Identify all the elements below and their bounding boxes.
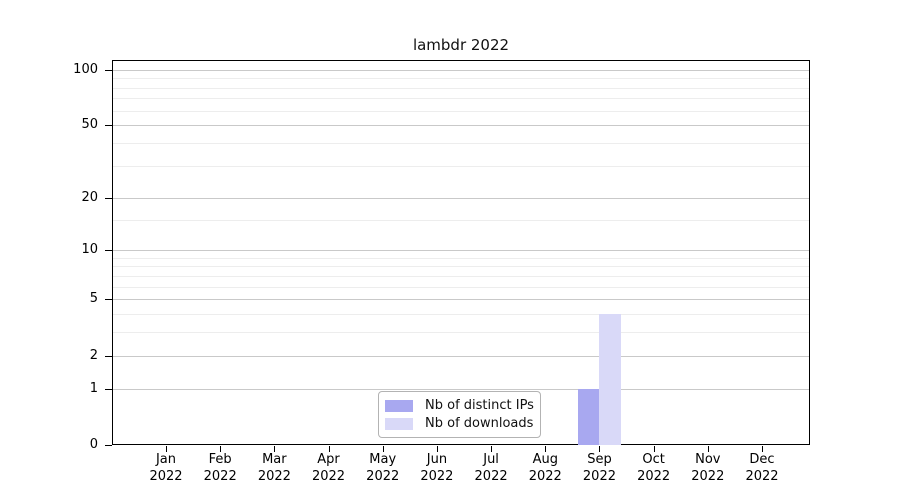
- y-axis-tick: [105, 445, 112, 446]
- x-axis-tick: [328, 446, 330, 452]
- x-axis-tick-label: Jul 2022: [463, 451, 519, 485]
- x-tick-month: Mar: [262, 452, 287, 467]
- major-gridline: [113, 69, 809, 71]
- minor-gridline: [113, 275, 809, 277]
- x-axis-tick-label: Jun 2022: [409, 451, 465, 485]
- minor-gridline: [113, 143, 809, 145]
- x-tick-year: 2022: [257, 469, 291, 484]
- x-axis-tick-label: Nov 2022: [680, 451, 736, 485]
- x-axis-tick: [491, 446, 493, 452]
- y-axis-tick-label: 20: [81, 189, 98, 205]
- x-axis-tick-label: Jan 2022: [138, 451, 194, 485]
- minor-gridline: [113, 257, 809, 259]
- x-axis-tick-label: Dec 2022: [734, 451, 790, 485]
- y-axis-tick: [105, 355, 112, 357]
- y-axis-tick: [105, 299, 112, 301]
- x-axis-tick: [274, 446, 276, 452]
- major-gridline: [113, 355, 809, 357]
- y-axis-tick-label: 5: [89, 291, 98, 307]
- y-axis-tick: [105, 197, 112, 199]
- x-axis-tick: [220, 446, 222, 452]
- major-gridline: [113, 197, 809, 199]
- x-axis-tick: [762, 446, 763, 452]
- minor-gridline: [113, 332, 809, 334]
- minor-gridline: [113, 87, 809, 89]
- legend-swatch-downloads: [385, 417, 413, 430]
- legend: Nb of distinct IPs Nb of downloads: [378, 391, 541, 438]
- y-axis-tick: [105, 388, 112, 390]
- bar-nb-of-downloads-sep: [599, 314, 621, 445]
- x-tick-month: Nov: [695, 452, 721, 467]
- x-tick-year: 2022: [528, 469, 562, 484]
- minor-gridline: [113, 266, 809, 268]
- x-tick-month: Jun: [426, 452, 448, 467]
- x-tick-month: May: [369, 452, 397, 467]
- legend-item-distinct-ips: Nb of distinct IPs: [385, 397, 534, 414]
- x-axis-tick: [382, 446, 384, 452]
- x-axis-tick-label: Apr 2022: [301, 451, 357, 485]
- legend-swatch-distinct-ips: [385, 399, 413, 412]
- legend-label-downloads: Nb of downloads: [425, 416, 534, 431]
- x-tick-month: Aug: [532, 452, 558, 467]
- x-axis-tick: [707, 446, 709, 452]
- y-axis-tick: [105, 69, 112, 71]
- y-axis-tick-label: 1: [89, 380, 98, 396]
- x-tick-month: Apr: [317, 452, 340, 467]
- x-tick-year: 2022: [637, 469, 671, 484]
- x-axis-tick: [653, 446, 655, 452]
- minor-gridline: [113, 78, 809, 80]
- x-tick-month: Jul: [483, 452, 499, 467]
- y-axis-tick-label: 2: [89, 347, 98, 363]
- x-tick-year: 2022: [149, 469, 183, 484]
- x-axis-tick: [599, 446, 601, 452]
- minor-gridline: [113, 98, 809, 100]
- bar-nb-of-distinct-ips-sep: [577, 388, 600, 445]
- minor-gridline: [113, 219, 809, 221]
- x-axis-tick: [545, 446, 547, 452]
- major-gridline: [113, 388, 809, 390]
- minor-gridline: [113, 165, 809, 167]
- x-axis-tick-label: Sep 2022: [571, 451, 627, 485]
- major-gridline: [113, 250, 809, 252]
- plot-area: [112, 60, 810, 445]
- y-axis-tick-label: 0: [89, 437, 98, 452]
- chart-title: lambdr 2022: [412, 36, 510, 54]
- y-axis-tick-label: 100: [73, 61, 98, 77]
- minor-gridline: [113, 314, 809, 316]
- x-axis-tick: [436, 446, 438, 452]
- x-tick-year: 2022: [745, 469, 779, 484]
- y-axis-tick-label: 50: [81, 117, 98, 133]
- x-axis-tick-label: May 2022: [355, 451, 411, 485]
- x-axis-tick-label: Feb 2022: [192, 451, 248, 485]
- x-tick-month: Oct: [642, 452, 665, 467]
- x-tick-month: Sep: [587, 452, 612, 467]
- minor-gridline: [113, 286, 809, 288]
- x-tick-year: 2022: [691, 469, 725, 484]
- x-tick-year: 2022: [311, 469, 346, 484]
- x-tick-year: 2022: [203, 469, 237, 484]
- x-axis-tick: [166, 446, 167, 452]
- x-tick-month: Dec: [749, 452, 775, 467]
- x-tick-month: Jan: [155, 452, 177, 467]
- x-axis-tick-label: Mar 2022: [246, 451, 302, 485]
- x-tick-year: 2022: [366, 469, 400, 484]
- x-tick-year: 2022: [582, 469, 616, 484]
- major-gridline: [113, 299, 809, 301]
- y-axis-tick: [105, 250, 112, 252]
- y-axis-tick-label: 10: [81, 242, 98, 258]
- x-tick-year: 2022: [420, 469, 454, 484]
- minor-gridline: [113, 110, 809, 112]
- x-axis-tick-label: Oct 2022: [626, 451, 682, 485]
- y-axis-tick: [105, 125, 112, 127]
- x-tick-month: Feb: [208, 452, 232, 467]
- x-tick-year: 2022: [474, 469, 508, 484]
- legend-item-downloads: Nb of downloads: [385, 415, 534, 432]
- major-gridline: [113, 125, 809, 127]
- x-axis-tick-label: Aug 2022: [517, 451, 573, 485]
- legend-label-distinct-ips: Nb of distinct IPs: [425, 398, 534, 413]
